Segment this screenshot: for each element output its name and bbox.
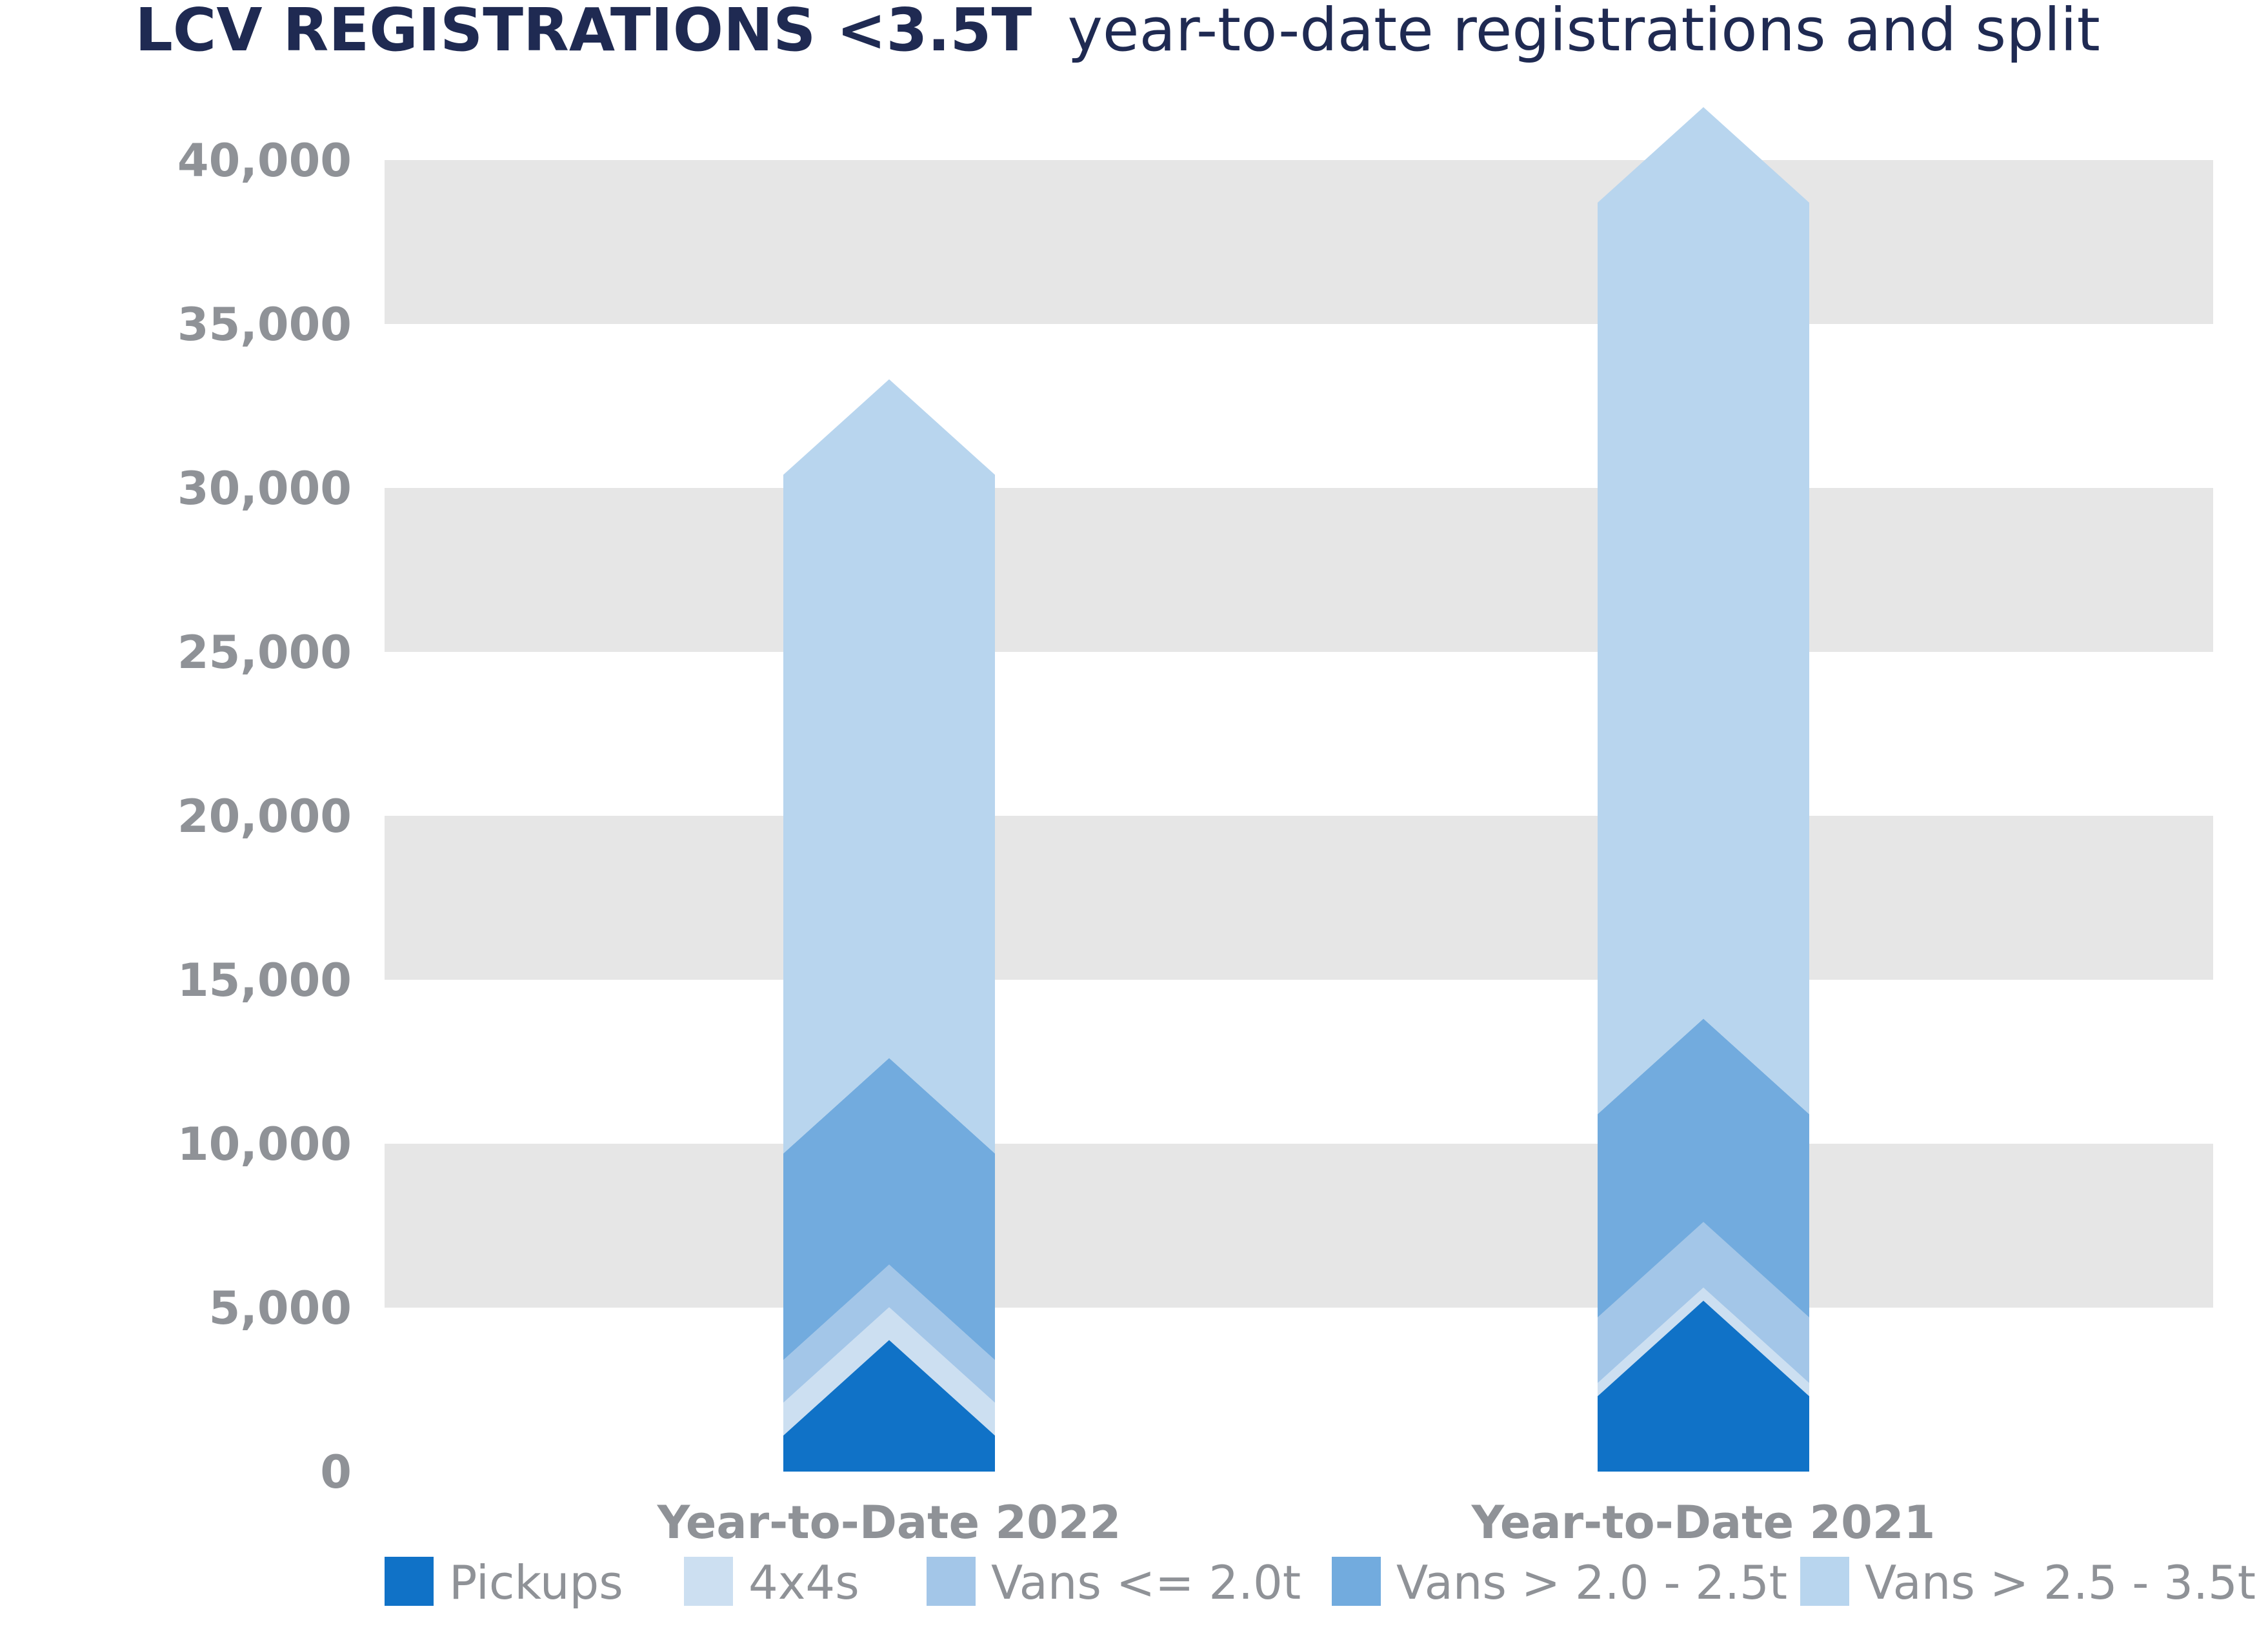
legend-label: Vans > 2.0 - 2.5t [1396, 1555, 1787, 1610]
y-axis: 0 5,000 10,000 15,000 20,000 25,000 30,000 35,0… [177, 134, 352, 1499]
background-band [385, 160, 2213, 324]
y-tick-label: 35,000 [177, 298, 352, 351]
y-tick-label: 5,000 [209, 1282, 352, 1335]
background-band [385, 488, 2213, 652]
legend-label: Vans > 2.5 - 3.5t [1865, 1555, 2256, 1610]
legend-swatch [1332, 1557, 1381, 1606]
bar-segment-vans-2-5-3-5t [1598, 107, 1809, 1115]
bar-year-to-date-2021 [1598, 107, 1809, 1472]
legend-swatch [927, 1557, 976, 1606]
legend-item-vans-2-0t: Vans <= 2.0t [927, 1555, 1301, 1610]
chart-title: LCV REGISTRATIONS <3.5T year-to-date reg… [135, 0, 2100, 65]
background-band [385, 816, 2213, 980]
legend-item-vans-2-0-2-5t: Vans > 2.0 - 2.5t [1332, 1555, 1787, 1610]
legend-label: 4x4s [748, 1555, 859, 1610]
legend-swatch [1800, 1557, 1849, 1606]
x-category-label: Year-to-Date 2022 [657, 1496, 1121, 1549]
chart-title-bold: LCV REGISTRATIONS <3.5T [135, 0, 1032, 65]
legend: Pickups 4x4s Vans <= 2.0t Vans > 2.0 - 2.5t… [385, 1555, 2256, 1610]
bar-segment-4x4s [783, 1307, 995, 1436]
legend-item-pickups: Pickups [385, 1555, 623, 1610]
legend-item-vans-2-5-3-5t: Vans > 2.5 - 3.5t [1800, 1555, 2256, 1610]
x-axis: Year-to-Date 2022 Year-to-Date 2021 [657, 1496, 1936, 1549]
bar-segment-vans-2-0-2-5t [783, 1058, 995, 1361]
y-tick-label: 25,000 [177, 626, 352, 679]
bar-segment-vans-2-5-3-5t [783, 379, 995, 1154]
bar-year-to-date-2022 [783, 379, 995, 1472]
background-band [385, 1144, 2213, 1308]
legend-item-4x4s: 4x4s [684, 1555, 859, 1610]
y-tick-label: 20,000 [177, 790, 352, 843]
legend-swatch [684, 1557, 733, 1606]
y-tick-label: 0 [320, 1446, 352, 1499]
legend-swatch [385, 1557, 434, 1606]
y-tick-label: 40,000 [177, 134, 352, 187]
bar-segment-vans-2-0t [1598, 1222, 1809, 1383]
bar-segment-pickups [783, 1340, 995, 1472]
legend-label: Pickups [449, 1555, 623, 1610]
chart-title-subtitle: year-to-date registrations and split [1067, 0, 2100, 65]
bar-segment-vans-2-0t [783, 1264, 995, 1403]
bar-segment-pickups [1598, 1301, 1809, 1472]
background-bands [385, 160, 2213, 1308]
legend-label: Vans <= 2.0t [991, 1555, 1301, 1610]
y-tick-label: 10,000 [177, 1118, 352, 1171]
y-tick-label: 30,000 [177, 462, 352, 515]
y-tick-label: 15,000 [177, 954, 352, 1007]
bar-segment-vans-2-0-2-5t [1598, 1018, 1809, 1318]
stacked-bars [783, 107, 1809, 1472]
x-category-label: Year-to-Date 2021 [1471, 1496, 1936, 1549]
